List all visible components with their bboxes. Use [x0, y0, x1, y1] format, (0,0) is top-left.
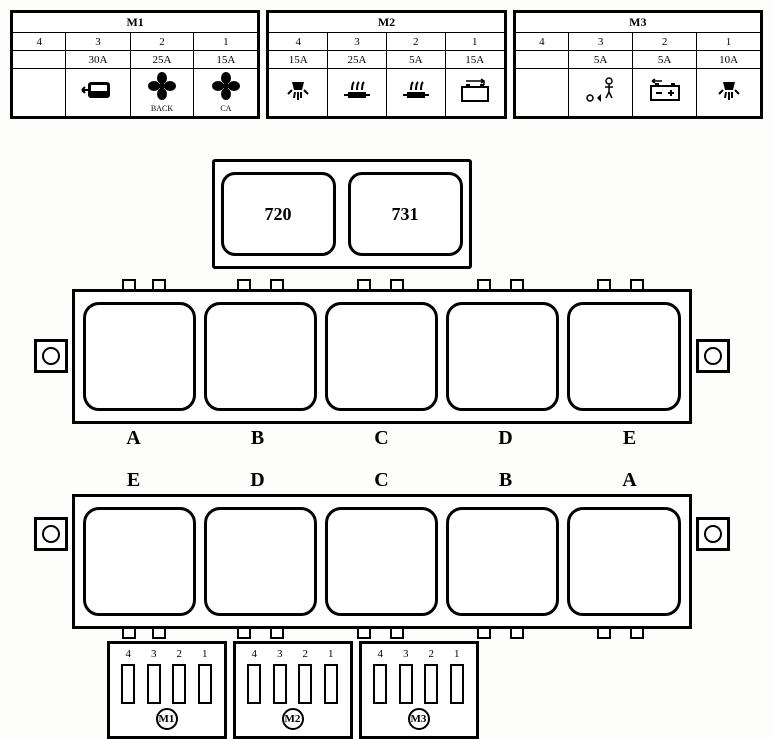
relay-slot: [446, 302, 559, 411]
relay-slot: [446, 507, 559, 616]
relay-slot: [325, 302, 438, 411]
relay-slot: [204, 507, 317, 616]
screw-icon: [34, 517, 68, 551]
screw-icon: [34, 339, 68, 373]
key-person-icon: [583, 76, 619, 109]
table-header: M3: [515, 13, 760, 33]
screw-icon: [696, 517, 730, 551]
fuse-table-m1: M1 4 3 2 1 30A 25A 15A BACK: [10, 10, 260, 119]
heater-icon: [342, 78, 372, 107]
table-header: M2: [269, 13, 504, 33]
relay-top-block: 720 731: [212, 159, 472, 269]
labels-row-top: A B C D E: [72, 427, 692, 450]
relay-slot: [83, 507, 196, 616]
battery-arrow-icon: [458, 77, 492, 108]
relay-row-bot: [72, 494, 692, 629]
relay-slot: [325, 507, 438, 616]
fuse-tables: M1 4 3 2 1 30A 25A 15A BACK: [10, 10, 763, 119]
relay-slot: [567, 507, 680, 616]
table-header: M1: [13, 13, 258, 33]
battery-icon: [648, 78, 682, 107]
relay-slot: 731: [348, 172, 463, 256]
module-m1: 4 3 2 1 M1: [107, 641, 227, 739]
window-icon: [80, 78, 116, 107]
light-icon: [283, 78, 313, 107]
relay-slot: [204, 302, 317, 411]
relay-row-top: [72, 289, 692, 424]
labels-row-bot: E D C B A: [72, 469, 692, 492]
light-icon: [714, 78, 744, 107]
module-m2: 4 3 2 1 M2: [233, 641, 353, 739]
fan-icon: [148, 72, 176, 103]
relay-slot: 720: [221, 172, 336, 256]
relay-slot: [83, 302, 196, 411]
mini-fuse-modules: 4 3 2 1 M1 4 3 2 1 M2 4 3 2 1: [107, 641, 479, 739]
fuse-table-m3: M3 4 3 2 1 5A 5A 10A: [513, 10, 763, 119]
fan-icon: [212, 72, 240, 103]
screw-icon: [696, 339, 730, 373]
fusebox-diagram: 720 731 A B C D E E D C B A: [12, 159, 762, 719]
heater-icon: [401, 78, 431, 107]
fuse-table-m2: M2 4 3 2 1 15A 25A 5A 15A: [266, 10, 506, 119]
relay-slot: [567, 302, 680, 411]
module-m3: 4 3 2 1 M3: [359, 641, 479, 739]
